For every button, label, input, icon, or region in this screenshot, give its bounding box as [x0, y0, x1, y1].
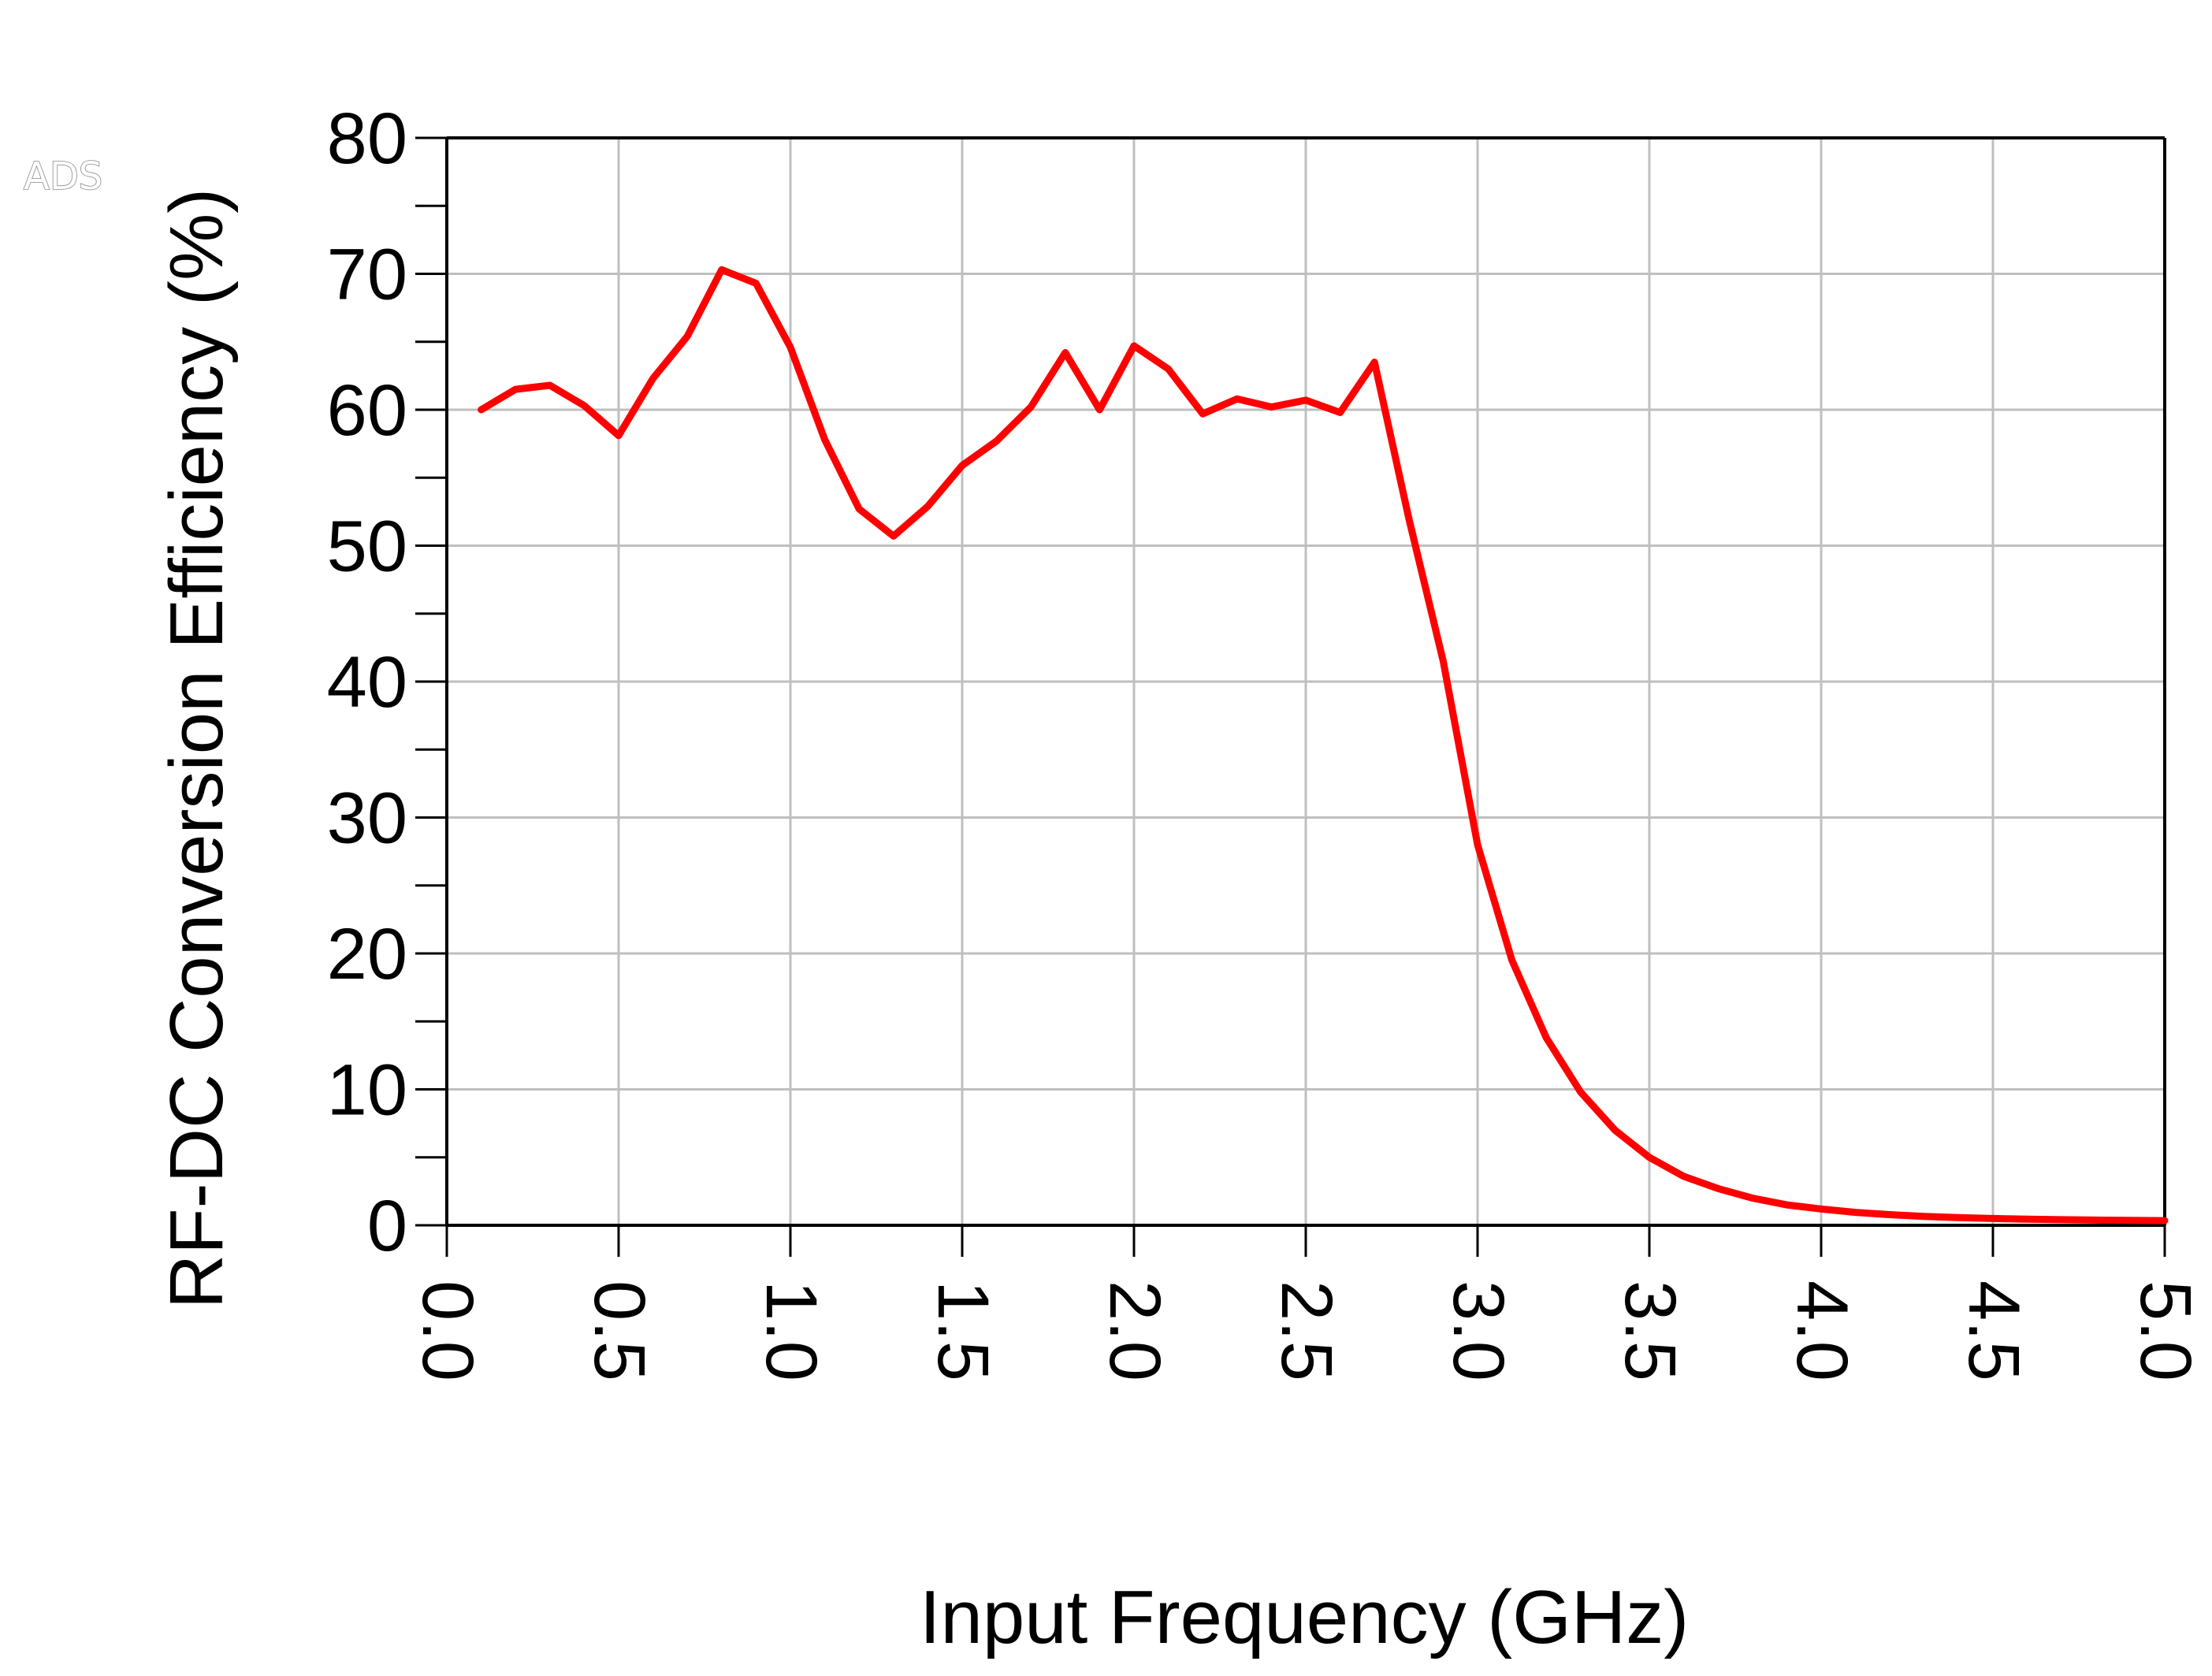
ads-watermark: ADS: [24, 154, 102, 199]
y-tick-label-2: 20: [327, 914, 407, 994]
x-tick-label-3: 1.5: [923, 1280, 1003, 1381]
x-tick-label-0: 0.0: [407, 1280, 488, 1381]
y-tick-label-5: 50: [327, 507, 407, 587]
x-tick-label-6: 3.0: [1438, 1280, 1519, 1381]
x-tick-label-2: 1.0: [751, 1280, 831, 1381]
x-tick-label-1: 0.5: [579, 1280, 660, 1381]
y-tick-label-1: 10: [327, 1050, 407, 1131]
x-tick-label-10: 5.0: [2125, 1280, 2206, 1381]
y-tick-label-6: 60: [327, 370, 407, 451]
x-tick-label-9: 4.5: [1954, 1280, 2034, 1381]
y-tick-labels: 0 10 20 30 40 50 60 70 80: [327, 98, 407, 1266]
y-tick-label-8: 80: [327, 98, 407, 179]
x-tick-label-8: 4.0: [1782, 1280, 1862, 1381]
y-axis-label: RF-DC Conversion Efficiency (%): [154, 188, 239, 1310]
plot-frame: [445, 136, 2166, 1227]
y-tick-label-4: 40: [327, 642, 407, 723]
efficiency-series-line: [478, 266, 2169, 1224]
x-axis-label: Input Frequency (GHz): [920, 1575, 1689, 1659]
y-tick-label-0: 0: [367, 1186, 407, 1266]
minor-tick-marks: [415, 136, 2166, 1257]
x-tick-label-4: 2.0: [1095, 1280, 1175, 1381]
x-tick-labels: 0.0 0.5 1.0 1.5 2.0 2.5 3.0 3.5 4.0 4.5 5.0: [407, 1280, 2206, 1381]
x-tick-label-5: 2.5: [1266, 1280, 1347, 1381]
y-tick-label-7: 70: [327, 235, 407, 315]
y-tick-label-3: 30: [327, 779, 407, 859]
x-tick-label-7: 3.5: [1610, 1280, 1690, 1381]
